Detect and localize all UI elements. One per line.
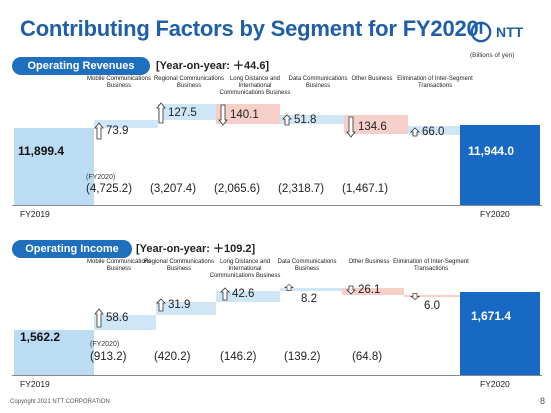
revenues-yoy: [Year-on-year: ＋44.6] xyxy=(156,60,270,72)
page-title: Contributing Factors by Segment for FY20… xyxy=(20,16,479,41)
inc-end-value: 1,671.4 xyxy=(471,309,512,323)
operating-income-pill: Operating Income xyxy=(12,240,132,258)
inc-bar-longdist xyxy=(216,291,280,302)
page-number: 8 xyxy=(540,396,546,406)
inc-fy-data: (139.2) xyxy=(284,351,321,363)
inc-fy-mobile: (913.2) xyxy=(90,351,127,363)
inc-header-longdist: Long Distance and International Communic… xyxy=(209,259,281,279)
ntt-logo: NTT xyxy=(470,20,523,44)
rev-header-elimination: Elimination of Inter-Segment Transaction… xyxy=(397,76,473,89)
inc-header-other: Other Business xyxy=(348,259,390,265)
inc-header-elimination: Elimination of Inter-Segment Transaction… xyxy=(393,259,469,272)
inc-axis-line xyxy=(12,375,542,376)
up-arrow-icon xyxy=(156,102,166,124)
down-arrow-icon xyxy=(218,104,228,126)
down-arrow-icon xyxy=(410,293,420,300)
up-arrow-icon xyxy=(156,298,166,312)
rev-fy-longdist: (2,065.6) xyxy=(214,183,261,195)
rev-header-regional: Regional Communications Business xyxy=(153,76,225,89)
up-arrow-icon xyxy=(282,114,292,126)
inc-val-data: 8.2 xyxy=(301,293,317,305)
inc-val-mobile: 58.6 xyxy=(94,308,128,328)
up-arrow-icon xyxy=(94,122,104,140)
inc-fy2019-bar xyxy=(14,330,94,375)
up-arrow-icon xyxy=(284,284,294,291)
rev-header-longdist: Long Distance and International Communic… xyxy=(219,76,291,96)
up-arrow-icon xyxy=(220,287,230,301)
down-arrow-icon xyxy=(346,116,356,138)
inc-val-regional: 31.9 xyxy=(156,298,190,312)
ntt-logo-icon xyxy=(470,21,492,43)
inc-start-value: 1,562.2 xyxy=(20,330,61,344)
rev-start-value: 11,899.4 xyxy=(18,144,65,158)
rev-fy2019-bar xyxy=(14,128,94,205)
inc-val-elimination: 6.0 xyxy=(424,300,440,312)
rev-val-other: 134.6 xyxy=(346,116,387,138)
inc-bar-other xyxy=(342,288,404,295)
logo-text: NTT xyxy=(496,24,524,40)
rev-val-regional: 127.5 xyxy=(156,102,197,124)
inc-x-start: FY2019 xyxy=(20,379,50,389)
inc-val-other: 26.1 xyxy=(346,284,380,296)
rev-fy2020-bar xyxy=(460,125,540,205)
rev-val-elimination: 66.0 xyxy=(410,126,444,138)
down-arrow-icon xyxy=(346,285,356,295)
inc-fy-regional: (420.2) xyxy=(154,351,191,363)
copyright: Copyright 2021 NTT CORPORATION xyxy=(10,399,110,405)
rev-header-other: Other Business xyxy=(351,76,393,82)
inc-bar-elimination xyxy=(404,295,460,297)
rev-bar-other xyxy=(344,115,408,134)
rev-fy-other: (1,467.1) xyxy=(342,183,389,195)
rev-val-data: 51.8 xyxy=(282,114,316,126)
rev-bar-mobile xyxy=(94,120,158,128)
units-label: (Billions of yen) xyxy=(470,52,515,59)
rev-bar-longdist xyxy=(216,104,280,124)
rev-x-end: FY2020 xyxy=(480,209,510,219)
rev-end-value: 11,944.0 xyxy=(468,144,515,158)
inc-bar-regional xyxy=(156,302,216,315)
up-arrow-icon xyxy=(94,308,104,328)
inc-fy-longdist: (146.2) xyxy=(220,351,257,363)
income-yoy: [Year-on-year: ＋109.2] xyxy=(136,243,256,255)
rev-fy-data: (2,318.7) xyxy=(278,183,325,195)
rev-fy-mobile: (4,725.2) xyxy=(86,183,133,195)
up-arrow-icon xyxy=(410,127,420,137)
rev-bar-regional xyxy=(158,104,216,120)
operating-revenues-pill: Operating Revenues xyxy=(12,57,150,75)
rev-val-longdist: 140.1 xyxy=(218,104,259,126)
rev-axis-line xyxy=(12,205,542,206)
rev-header-mobile: Mobile Communications Business xyxy=(86,76,152,89)
inc-header-data: Data Communications Business xyxy=(277,259,337,272)
rev-fy-note: (FY2020) xyxy=(86,174,116,181)
inc-val-longdist: 42.6 xyxy=(220,287,254,301)
rev-x-start: FY2019 xyxy=(20,209,50,219)
inc-fy-other: (64.8) xyxy=(352,351,383,363)
rev-val-mobile: 73.9 xyxy=(94,122,128,140)
inc-fy2020-bar xyxy=(460,292,540,375)
rev-header-data: Data Communications Business xyxy=(288,76,348,89)
inc-bar-mobile xyxy=(94,315,156,330)
inc-header-regional: Regional Communications Business xyxy=(143,259,215,272)
inc-bar-data xyxy=(280,288,342,291)
rev-fy-regional: (3,207.4) xyxy=(150,183,197,195)
inc-header-mobile: Mobile Communications Business xyxy=(86,259,152,272)
inc-fy-note: (FY2020) xyxy=(90,341,120,348)
rev-bar-data xyxy=(280,115,344,124)
rev-bar-elimination xyxy=(408,126,460,135)
inc-x-end: FY2020 xyxy=(480,379,510,389)
